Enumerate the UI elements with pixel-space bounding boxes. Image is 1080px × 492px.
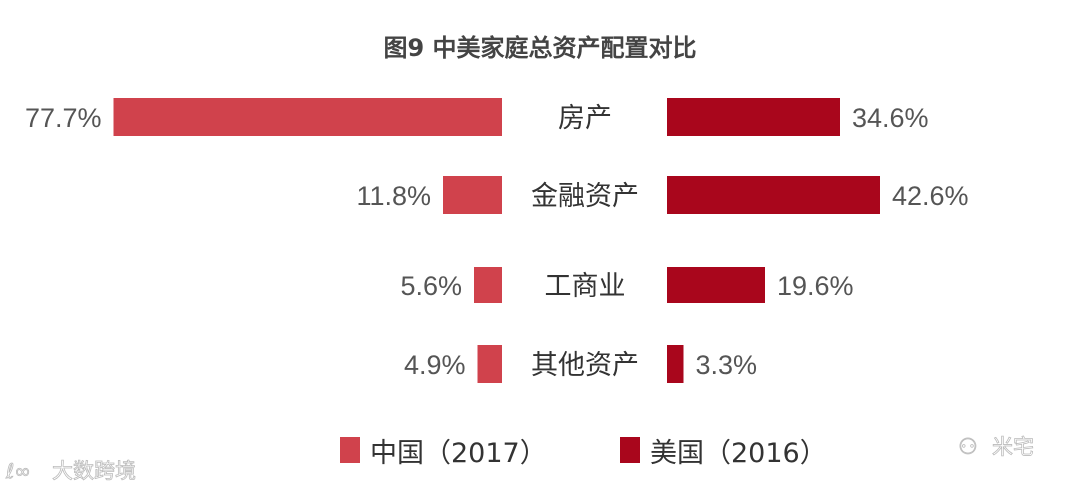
data-label-china: 11.8% [356,181,431,211]
data-label-china: 77.7% [25,103,102,133]
data-label-usa: 34.6% [852,103,929,133]
watermark-right-text: 米宅 [992,435,1034,459]
legend-swatch-china [340,437,360,463]
category-label: 金融资产 [531,181,639,212]
category-label: 其他资产 [531,350,639,381]
legend-label-usa: 美国（2016） [650,438,827,469]
bar-china [443,176,502,214]
data-label-usa: 3.3% [696,350,758,380]
watermark-right: ⚇ 米宅 [958,435,1035,461]
data-label-china: 5.6% [400,271,462,301]
bar-china [113,98,502,136]
category-label: 工商业 [545,271,626,302]
data-label-china: 4.9% [404,350,466,380]
chart-title: 图9 中美家庭总资产配置对比 [383,34,696,62]
legend-label-china: 中国（2017） [370,438,547,469]
watermark-left-logo-icon: ℓ∞ [5,459,31,483]
bar-china [477,345,502,383]
data-label-usa: 19.6% [777,271,854,301]
legend-swatch-usa [620,437,640,463]
category-label: 房产 [558,103,612,134]
chart-marks: 房产 77.7% 34.6% 金融资产 11.8% 42.6% 工商业 5.6% 19.6% 其他… [25,98,969,383]
watermark-left-text: 大数跨境 [52,459,136,483]
bar-usa [667,98,840,136]
bar-usa [667,267,765,303]
wechat-icon: ⚇ [958,435,978,460]
bar-china [474,267,502,303]
bar-usa [667,176,880,214]
bar-usa [667,345,684,383]
watermark-left: ℓ∞ 大数跨境 [5,459,137,484]
data-label-usa: 42.6% [892,181,969,211]
